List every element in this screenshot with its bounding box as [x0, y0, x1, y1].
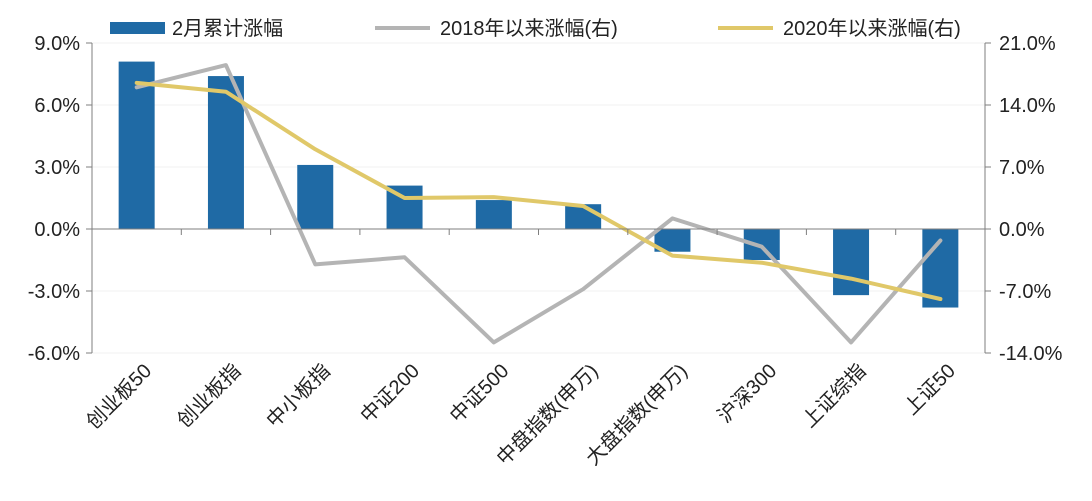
- y-left-tick-label: 6.0%: [34, 95, 80, 117]
- y-left-tick-label: 3.0%: [34, 157, 80, 179]
- y-left-tick-label: -3.0%: [28, 281, 80, 303]
- category-label: 中证200: [356, 359, 424, 427]
- category-label: 上证综指: [798, 359, 871, 432]
- line-series: [134, 63, 943, 345]
- category-label: 中证500: [445, 359, 513, 427]
- category-label: 上证50: [900, 359, 960, 419]
- y-right-tick-label: 14.0%: [999, 95, 1056, 117]
- bar-series: [118, 61, 959, 308]
- category-label: 中小板指: [262, 359, 335, 432]
- y-axis-left: -6.0% -3.0% 0.0% 3.0% 6.0% 9.0%: [28, 33, 92, 365]
- y-right-tick-label: 7.0%: [999, 157, 1045, 179]
- bar: [475, 200, 512, 229]
- y-left-tick-label: 9.0%: [34, 33, 80, 55]
- bar: [297, 164, 334, 229]
- category-label: 沪深300: [713, 359, 781, 427]
- category-label: 创业板50: [82, 359, 156, 433]
- legend-label: 2018年以来涨幅(右): [440, 17, 618, 40]
- y-left-tick-label: -6.0%: [28, 343, 80, 365]
- y-axis-right: -14.0% -7.0% 0.0% 7.0% 14.0% 21.0%: [985, 33, 1063, 365]
- bar: [833, 229, 870, 296]
- legend-swatch-bar: [110, 22, 165, 34]
- category-label: 创业板指: [173, 359, 246, 432]
- y-right-tick-label: 0.0%: [999, 219, 1045, 241]
- series-line: [134, 63, 943, 345]
- bar: [565, 204, 602, 229]
- bar: [118, 61, 155, 229]
- legend-label: 2月累计涨幅: [172, 17, 283, 40]
- bar: [654, 229, 691, 252]
- y-right-tick-label: 21.0%: [999, 33, 1056, 55]
- legend: 2月累计涨幅 2018年以来涨幅(右) 2020年以来涨幅(右): [110, 17, 961, 40]
- y-right-tick-label: -14.0%: [999, 343, 1063, 365]
- axes: [91, 43, 986, 353]
- legend-label: 2020年以来涨幅(右): [783, 17, 961, 40]
- series-line: [134, 80, 943, 301]
- y-right-tick-label: -7.0%: [999, 281, 1051, 303]
- y-left-tick-label: 0.0%: [34, 219, 80, 241]
